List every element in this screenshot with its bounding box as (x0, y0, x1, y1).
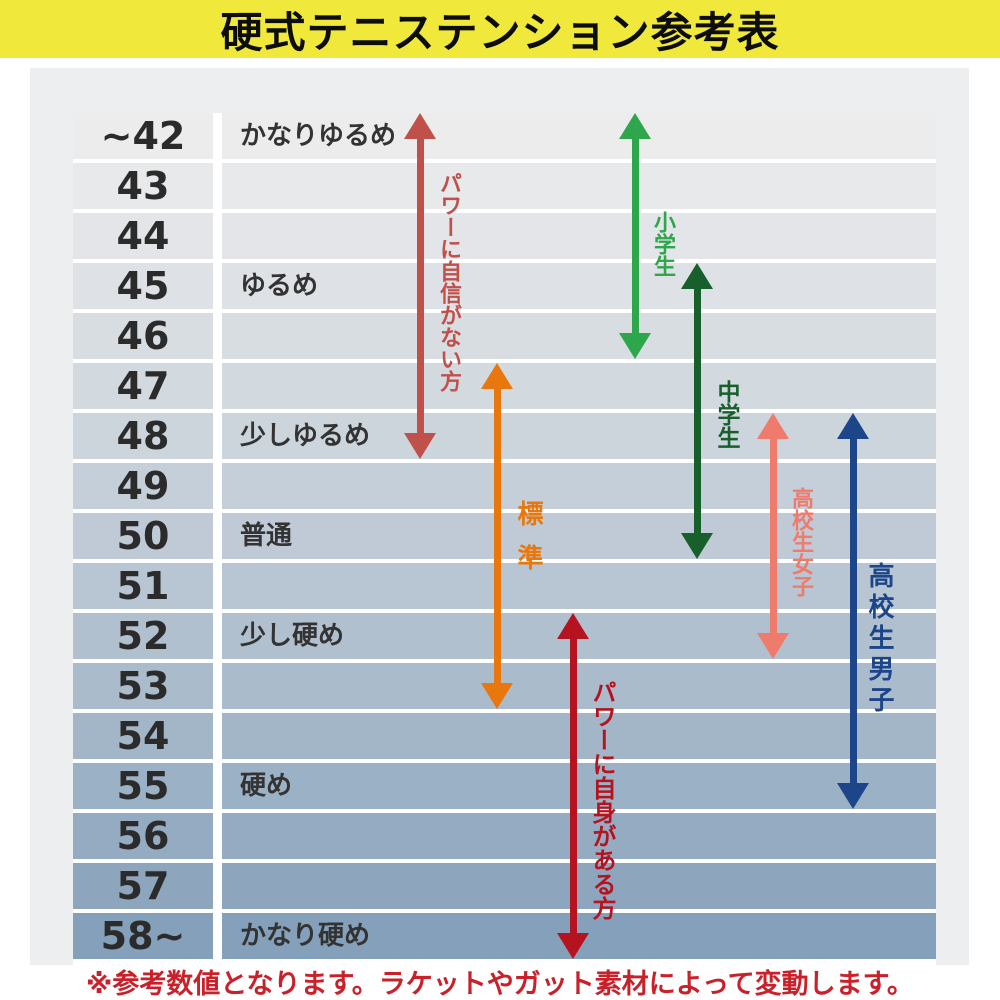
tension-value: 58~ (73, 913, 213, 959)
tension-value: 50 (73, 513, 213, 559)
tension-label (222, 813, 936, 859)
tension-value: 43 (73, 163, 213, 209)
column-divider (213, 613, 222, 659)
column-divider (213, 463, 222, 509)
column-divider (213, 113, 222, 159)
arrow-head-icon (481, 683, 513, 709)
tension-value: 52 (73, 613, 213, 659)
arrow-shaft (769, 434, 777, 638)
arrow-head-icon (619, 333, 651, 359)
table-row: 46 (73, 313, 936, 359)
arrow-shaft (631, 134, 639, 338)
arrow-shaft (493, 384, 501, 688)
column-divider (213, 213, 222, 259)
tension-label: 普通 (222, 513, 936, 559)
tension-value: 47 (73, 363, 213, 409)
table-row: ~42 かなりゆるめ (73, 113, 936, 159)
column-divider (213, 563, 222, 609)
arrow-shaft (569, 634, 577, 938)
column-divider (213, 863, 222, 909)
tension-label: かなりゆるめ (222, 113, 936, 159)
arrow-label: 標準 (513, 500, 543, 588)
column-divider (213, 513, 222, 559)
range-arrow (757, 413, 789, 659)
arrow-head-icon (404, 433, 436, 459)
arrow-shaft (849, 434, 857, 788)
tension-label: 少しゆるめ (222, 413, 936, 459)
range-arrow (481, 363, 513, 709)
tension-label: 硬め (222, 763, 936, 809)
tension-value: 51 (73, 563, 213, 609)
arrow-label: 中学生 (713, 380, 739, 449)
tension-value: 54 (73, 713, 213, 759)
column-divider (213, 763, 222, 809)
column-divider (213, 363, 222, 409)
tension-label: かなり硬め (222, 913, 936, 959)
arrow-label: パワーに自信がない方 (436, 172, 461, 392)
table-row: 54 (73, 713, 936, 759)
tension-value: 49 (73, 463, 213, 509)
range-arrow (619, 113, 651, 359)
table-row: 57 (73, 863, 936, 909)
table-row: 51 (73, 563, 936, 609)
column-divider (213, 913, 222, 959)
arrow-head-icon (837, 783, 869, 809)
table-row: 48 少しゆるめ (73, 413, 936, 459)
table-row: 49 (73, 463, 936, 509)
tension-value: 53 (73, 663, 213, 709)
range-arrow (557, 613, 589, 959)
column-divider (213, 163, 222, 209)
table-row: 55 硬め (73, 763, 936, 809)
table-row: 47 (73, 363, 936, 409)
page-title: 硬式テニステンション参考表 (220, 7, 780, 57)
tension-label (222, 863, 936, 909)
tension-value: 57 (73, 863, 213, 909)
title-banner: 硬式テニステンション参考表 (0, 0, 1000, 58)
arrow-label: 高校生女子 (788, 487, 813, 597)
column-divider (213, 313, 222, 359)
table-row: 53 (73, 663, 936, 709)
column-divider (213, 713, 222, 759)
tension-label (222, 713, 936, 759)
tension-label (222, 313, 936, 359)
range-arrow (404, 113, 436, 459)
table-row: 45 ゆるめ (73, 263, 936, 309)
tension-value: 55 (73, 763, 213, 809)
tension-label (222, 213, 936, 259)
table-row: 50 普通 (73, 513, 936, 559)
footnote: ※参考数値となります。ラケットやガット素材によって変動します。 (86, 969, 914, 1000)
tension-label (222, 663, 936, 709)
column-divider (213, 413, 222, 459)
column-divider (213, 813, 222, 859)
column-divider (213, 663, 222, 709)
tension-value: 48 (73, 413, 213, 459)
table-row: 44 (73, 213, 936, 259)
arrow-head-icon (557, 933, 589, 959)
range-arrow (681, 263, 713, 559)
tension-label: ゆるめ (222, 263, 936, 309)
arrow-label: パワーに自身がある方 (588, 680, 616, 920)
table-row: 56 (73, 813, 936, 859)
arrow-shaft (693, 284, 701, 538)
arrow-label: 高校生男子 (864, 562, 894, 717)
column-divider (213, 263, 222, 309)
arrow-head-icon (681, 533, 713, 559)
arrow-label: 小学生 (650, 211, 675, 277)
table-row: 58~ かなり硬め (73, 913, 936, 959)
arrow-head-icon (757, 633, 789, 659)
tension-value: 46 (73, 313, 213, 359)
tension-value: ~42 (73, 113, 213, 159)
tension-value: 45 (73, 263, 213, 309)
table-row: 43 (73, 163, 936, 209)
arrow-shaft (416, 134, 424, 438)
tension-label (222, 363, 936, 409)
tension-value: 56 (73, 813, 213, 859)
tension-label (222, 163, 936, 209)
range-arrow (837, 413, 869, 809)
tension-label (222, 563, 936, 609)
tension-label (222, 463, 936, 509)
tension-value: 44 (73, 213, 213, 259)
